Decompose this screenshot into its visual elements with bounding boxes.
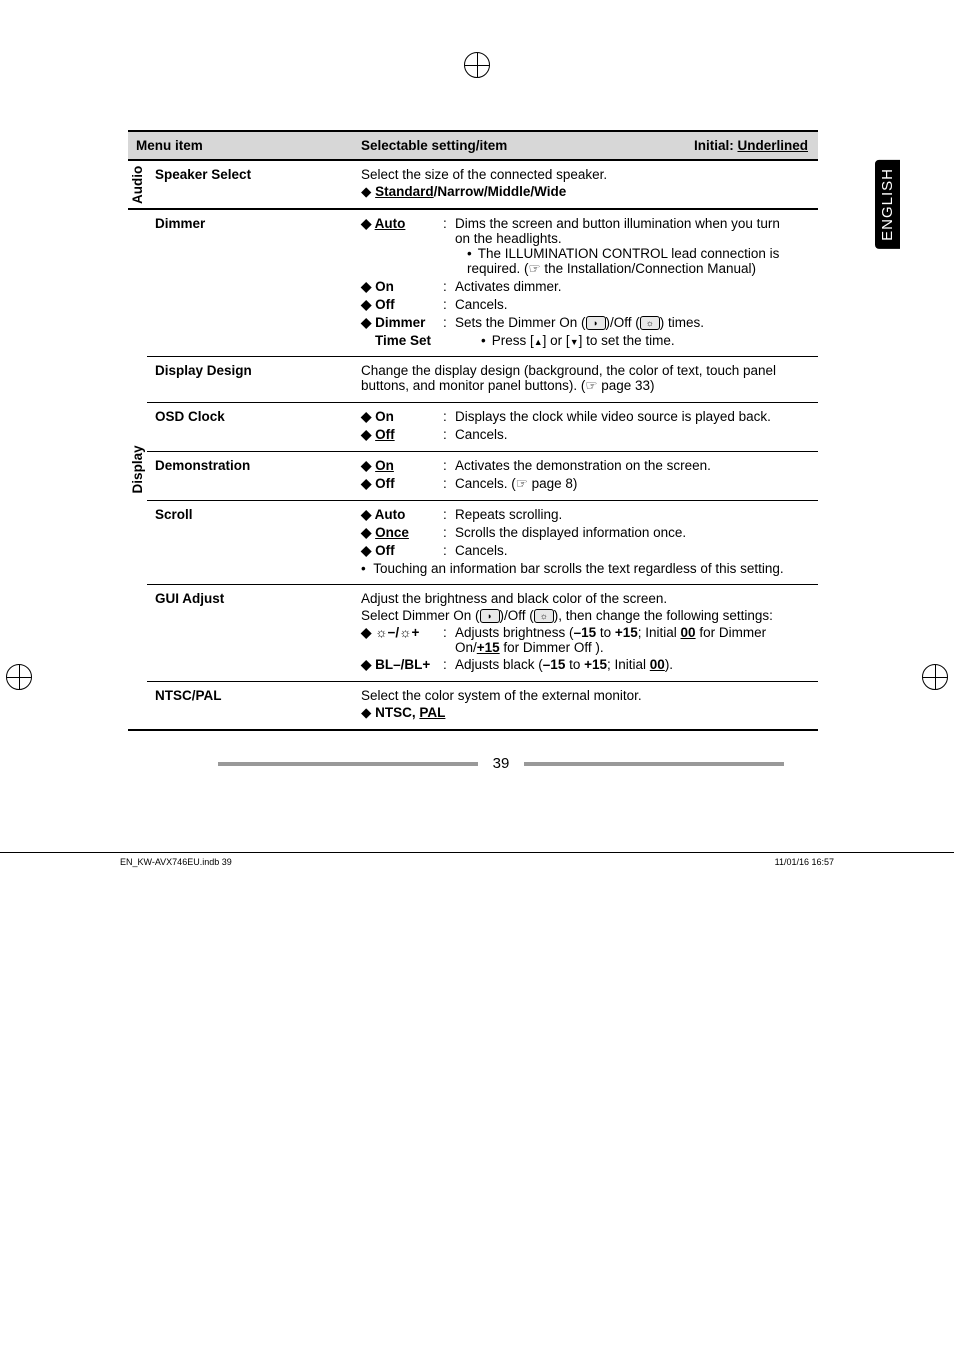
- menu-item-name: Dimmer: [147, 209, 353, 357]
- menu-item-name: OSD Clock: [147, 403, 353, 452]
- header-left-text: Selectable setting/item: [361, 138, 507, 153]
- menu-item-name: Speaker Select: [147, 160, 353, 209]
- language-tab: ENGLISH: [875, 160, 900, 249]
- page-number-value: 39: [493, 755, 510, 772]
- menu-item-body: ◆ Auto:Dims the screen and button illumi…: [353, 209, 818, 357]
- table-row: OSD Clock◆ On:Displays the clock while v…: [128, 403, 818, 452]
- footer-right: 11/01/16 16:57: [775, 857, 834, 867]
- menu-item-body: ◆ On:Activates the demonstration on the …: [353, 452, 818, 501]
- footer-left: EN_KW-AVX746EU.indb 39: [120, 857, 232, 867]
- table-row: NTSC/PALSelect the color system of the e…: [128, 682, 818, 731]
- table-row: Display DesignChange the display design …: [128, 357, 818, 403]
- menu-item-body: Select the size of the connected speaker…: [353, 160, 818, 209]
- menu-item-body: ◆ Auto:Repeats scrolling.◆ Once:Scrolls …: [353, 501, 818, 585]
- menu-item-name: Display Design: [147, 357, 353, 403]
- menu-table: Menu item Selectable setting/item Initia…: [128, 130, 818, 731]
- menu-item-name: Demonstration: [147, 452, 353, 501]
- header-selectable: Selectable setting/item Initial: Underli…: [353, 131, 818, 160]
- header-initial-word: Underlined: [737, 138, 808, 153]
- page-container: ENGLISH Menu item Selectable setting/ite…: [0, 0, 954, 812]
- menu-item-name: Scroll: [147, 501, 353, 585]
- menu-item-body: Change the display design (background, t…: [353, 357, 818, 403]
- page-number: 39: [128, 755, 874, 772]
- table-row: GUI AdjustAdjust the brightness and blac…: [128, 585, 818, 682]
- table-row: DisplayDimmer◆ Auto:Dims the screen and …: [128, 209, 818, 357]
- menu-item-name: NTSC/PAL: [147, 682, 353, 731]
- table-row: Scroll◆ Auto:Repeats scrolling.◆ Once:Sc…: [128, 501, 818, 585]
- table-row: Demonstration◆ On:Activates the demonstr…: [128, 452, 818, 501]
- section-side-label: Audio: [128, 160, 147, 209]
- table-header-row: Menu item Selectable setting/item Initia…: [128, 131, 818, 160]
- header-initial-prefix: Initial:: [694, 138, 738, 153]
- menu-item-body: ◆ On:Displays the clock while video sour…: [353, 403, 818, 452]
- menu-item-name: GUI Adjust: [147, 585, 353, 682]
- menu-item-body: Adjust the brightness and black color of…: [353, 585, 818, 682]
- section-side-label: Display: [128, 209, 147, 730]
- header-menu-item: Menu item: [128, 131, 353, 160]
- footer-rule: EN_KW-AVX746EU.indb 39 11/01/16 16:57: [0, 852, 954, 867]
- table-row: AudioSpeaker SelectSelect the size of th…: [128, 160, 818, 209]
- menu-item-body: Select the color system of the external …: [353, 682, 818, 731]
